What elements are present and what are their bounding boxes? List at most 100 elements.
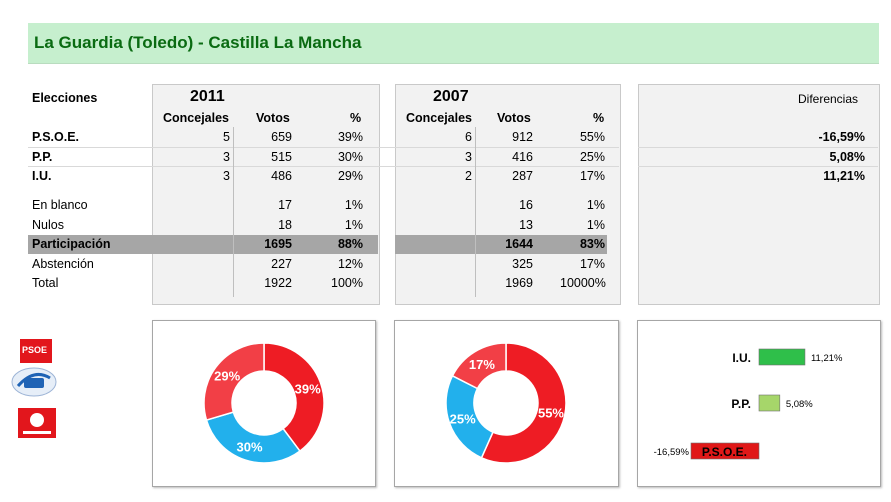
votos-2011: 515 bbox=[271, 150, 292, 164]
votos-2007: 325 bbox=[512, 257, 533, 271]
donut-label: 29% bbox=[214, 368, 240, 383]
row-label: Nulos bbox=[32, 218, 64, 232]
diff-value-label: 11,21% bbox=[811, 353, 843, 364]
concejales-2007: 6 bbox=[465, 130, 472, 144]
panel-2007 bbox=[395, 84, 621, 305]
col-pct-2007: % bbox=[593, 111, 605, 125]
row-label: En blanco bbox=[32, 198, 88, 212]
row-label: Participación bbox=[32, 237, 111, 251]
pct-2011: 12% bbox=[337, 257, 363, 271]
col-concejales-2011: Concejales bbox=[163, 111, 230, 125]
diff-category-label: P.S.O.E. bbox=[702, 445, 747, 459]
page-title: La Guardia (Toledo) - Castilla La Mancha bbox=[34, 33, 362, 52]
donut-label: 55% bbox=[538, 406, 564, 421]
year-2007: 2007 bbox=[433, 88, 469, 105]
panel-diferencias bbox=[638, 84, 880, 305]
iu-logo bbox=[18, 408, 56, 438]
diff-category-label: P.P. bbox=[731, 397, 751, 411]
row-divider bbox=[638, 147, 878, 148]
title-bar: La Guardia (Toledo) - Castilla La Mancha bbox=[28, 23, 879, 64]
diff-category-label: I.U. bbox=[732, 351, 751, 365]
row-header: Elecciones bbox=[32, 91, 98, 105]
donut-label: 17% bbox=[469, 357, 495, 372]
diff-header: Diferencias bbox=[798, 92, 859, 106]
row-divider bbox=[638, 166, 878, 167]
concejales-2011: 3 bbox=[223, 169, 230, 183]
votos-2011: 1922 bbox=[264, 276, 292, 290]
donut-slice-pp bbox=[445, 374, 494, 459]
psoe-logo-text: PSOE bbox=[22, 345, 48, 355]
panel-2011 bbox=[152, 84, 380, 305]
col-divider bbox=[233, 127, 234, 297]
chart-2007-box: 55% 25% 17% bbox=[394, 320, 619, 487]
votos-2007: 416 bbox=[512, 150, 533, 164]
donut-label: 39% bbox=[295, 382, 321, 397]
diff-value: 5,08% bbox=[829, 150, 865, 164]
pct-2007: 1% bbox=[586, 218, 605, 232]
donut-slice-iu bbox=[203, 342, 265, 422]
col-votos-2007: Votos bbox=[497, 111, 531, 125]
donut-chart-2007: 55% 25% 17% bbox=[445, 342, 567, 464]
votos-2007: 1644 bbox=[505, 237, 533, 251]
year-2011: 2011 bbox=[190, 88, 225, 105]
votos-2011: 17 bbox=[278, 198, 292, 212]
col-votos-2011: Votos bbox=[256, 111, 290, 125]
psoe-logo: PSOE bbox=[20, 339, 52, 363]
chart-2011-box: 39% 30% 29% bbox=[152, 320, 376, 487]
donut-chart-2011: 39% 30% 29% bbox=[203, 342, 325, 464]
row-label: Total bbox=[32, 276, 59, 290]
votos-2011: 1695 bbox=[264, 237, 292, 251]
donut-slice-pp bbox=[205, 411, 301, 464]
pct-2007: 1% bbox=[586, 198, 605, 212]
concejales-2007: 2 bbox=[465, 169, 472, 183]
pct-2011: 39% bbox=[337, 130, 363, 144]
pct-2011: 1% bbox=[344, 218, 363, 232]
party-name: P.P. bbox=[32, 150, 53, 164]
votos-2007: 287 bbox=[512, 169, 533, 183]
concejales-2011: 3 bbox=[223, 150, 230, 164]
pct-2007: 17% bbox=[579, 257, 605, 271]
col-concejales-2007: Concejales bbox=[406, 111, 473, 125]
votos-2011: 18 bbox=[278, 218, 292, 232]
pct-2007: 83% bbox=[579, 237, 605, 251]
row-divider bbox=[28, 166, 619, 167]
votos-2011: 227 bbox=[271, 257, 292, 271]
participation-highlight-left bbox=[28, 235, 378, 254]
donut-label: 30% bbox=[236, 440, 262, 455]
diff-bar-psoe bbox=[690, 442, 760, 460]
votos-2007: 1969 bbox=[505, 276, 533, 290]
diff-bar-iu bbox=[758, 348, 806, 366]
pct-2007: 10000% bbox=[560, 276, 606, 290]
donut-label: 25% bbox=[450, 411, 476, 426]
row-label: Abstención bbox=[32, 257, 94, 271]
participation-highlight-right bbox=[395, 235, 607, 254]
diff-bar-chart: I.U. 11,21% P.P. 5,08% P.S.O.E. -16,59% bbox=[654, 348, 843, 460]
pct-2011: 1% bbox=[344, 198, 363, 212]
votos-2007: 13 bbox=[519, 218, 533, 232]
party-name: P.S.O.E. bbox=[32, 130, 80, 144]
donut-slice-iu bbox=[451, 342, 507, 390]
votos-2011: 659 bbox=[271, 130, 292, 144]
votos-2007: 912 bbox=[512, 130, 533, 144]
diff-bar-pp bbox=[758, 394, 781, 412]
pct-2011: 88% bbox=[337, 237, 363, 251]
diff-value-label: -16,59% bbox=[654, 447, 690, 458]
diff-value: 11,21% bbox=[823, 169, 865, 183]
donut-slice-psoe bbox=[263, 342, 325, 453]
donut-slice-psoe bbox=[480, 342, 567, 464]
row-divider bbox=[28, 147, 619, 148]
diff-value-label: 5,08% bbox=[786, 399, 813, 410]
concejales-2011: 5 bbox=[223, 130, 230, 144]
col-pct-2011: % bbox=[350, 111, 362, 125]
pct-2007: 25% bbox=[579, 150, 605, 164]
pp-logo bbox=[11, 367, 57, 397]
votos-2007: 16 bbox=[519, 198, 533, 212]
pct-2007: 17% bbox=[579, 169, 605, 183]
pct-2011: 30% bbox=[337, 150, 363, 164]
col-divider bbox=[475, 127, 476, 297]
party-name: I.U. bbox=[32, 169, 52, 183]
pct-2011: 100% bbox=[331, 276, 363, 290]
pct-2007: 55% bbox=[579, 130, 605, 144]
pct-2011: 29% bbox=[337, 169, 363, 183]
votos-2011: 486 bbox=[271, 169, 292, 183]
